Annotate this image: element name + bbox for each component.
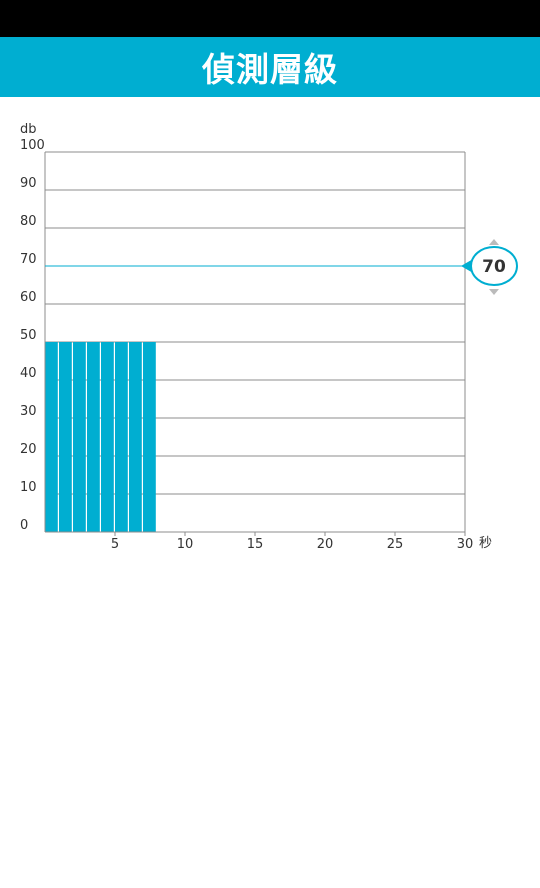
x-tick-label: 25 [387,537,404,552]
page-title: 偵測層級 [202,50,338,89]
x-tick-labels: 5 10 15 20 25 30 [111,537,473,552]
x-tick-label: 15 [247,537,264,552]
bar [73,342,86,532]
bar [45,342,58,532]
chevron-up-icon[interactable] [489,239,499,245]
bar [101,342,114,532]
bar [115,342,128,532]
y-tick-label: 60 [20,290,37,305]
x-tick-label: 10 [177,537,194,552]
threshold-value: 70 [482,257,506,277]
y-tick-label: 30 [20,404,37,419]
y-tick-label: 70 [20,252,37,267]
bar [59,342,72,532]
bar [129,342,142,532]
x-axis-unit: 秒 [479,536,492,551]
x-tick-label: 5 [111,537,119,552]
y-tick-label: 40 [20,366,37,381]
status-bar [0,0,540,37]
y-tick-label: 90 [20,176,37,191]
chart-area: 0 10 20 30 40 50 60 70 80 90 100 5 10 15 20 25 30 db 秒 … [0,97,540,577]
y-tick-label: 0 [20,518,28,533]
y-tick-label: 100 [20,138,45,153]
threshold-handle[interactable]: 70 [461,239,518,295]
x-tick-label: 20 [317,537,334,552]
bar [143,342,156,532]
y-tick-label: 20 [20,442,37,457]
y-tick-label: 10 [20,480,37,495]
y-axis-unit: db [20,122,37,137]
bar [87,342,100,532]
y-tick-label: 80 [20,214,37,229]
y-tick-labels: 0 10 20 30 40 50 60 70 80 90 100 [20,138,45,533]
chart-bars [45,342,156,532]
chevron-down-icon[interactable] [489,289,499,295]
threshold-bubble[interactable] [470,246,518,286]
app-bar: 偵測層級 [0,37,540,97]
x-tick-label: 30 [457,537,474,552]
chart-axes [44,152,466,536]
y-tick-label: 50 [20,328,37,343]
